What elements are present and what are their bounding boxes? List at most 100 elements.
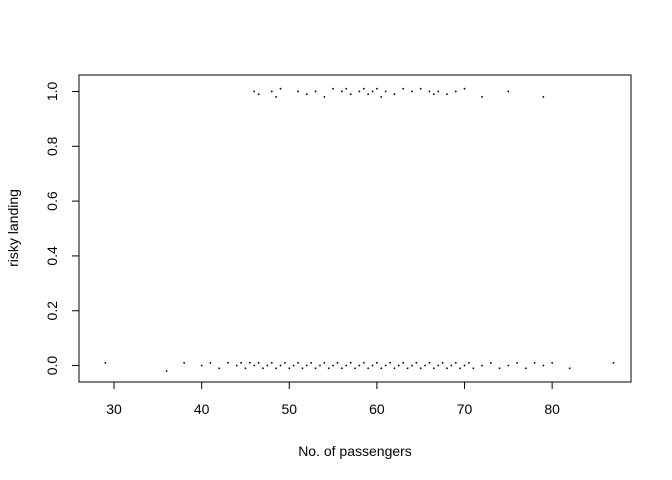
data-point bbox=[270, 90, 273, 93]
x-tick-label: 40 bbox=[194, 401, 210, 417]
data-point bbox=[266, 364, 269, 367]
data-point bbox=[516, 361, 518, 364]
data-point bbox=[257, 361, 260, 364]
x-axis: 30 40 50 60 70 80 bbox=[106, 381, 560, 417]
data-point bbox=[340, 90, 343, 93]
data-point bbox=[489, 361, 492, 364]
y-tick-label: 0.6 bbox=[44, 191, 60, 211]
data-point bbox=[327, 367, 330, 370]
data-point bbox=[446, 93, 448, 96]
data-point bbox=[428, 361, 431, 364]
data-point bbox=[305, 364, 308, 367]
data-point bbox=[183, 361, 186, 364]
data-point bbox=[367, 367, 370, 370]
data-point bbox=[498, 367, 501, 370]
data-point bbox=[393, 367, 396, 370]
data-point bbox=[240, 361, 242, 364]
data-point bbox=[332, 364, 334, 367]
data-point bbox=[275, 96, 278, 98]
data-point bbox=[323, 361, 326, 364]
data-point bbox=[428, 90, 431, 93]
data-point bbox=[292, 364, 295, 367]
data-point bbox=[235, 364, 238, 367]
data-point bbox=[279, 87, 282, 90]
data-point bbox=[419, 367, 422, 370]
data-point bbox=[305, 93, 308, 96]
data-point bbox=[468, 361, 470, 364]
data-point bbox=[472, 367, 475, 370]
data-points bbox=[104, 87, 615, 372]
y-axis: 0.0 0.2 0.4 0.6 0.8 1.0 bbox=[44, 82, 80, 376]
data-point bbox=[301, 367, 304, 370]
data-point bbox=[310, 361, 313, 364]
data-point bbox=[384, 90, 387, 93]
data-point bbox=[165, 370, 168, 372]
data-point bbox=[297, 90, 299, 93]
data-point bbox=[432, 367, 435, 370]
data-point bbox=[314, 90, 317, 93]
data-point bbox=[450, 364, 453, 367]
data-point bbox=[227, 361, 229, 364]
x-axis-label: No. of passengers bbox=[298, 443, 412, 459]
x-tick-label: 60 bbox=[369, 401, 385, 417]
y-tick-label: 0.8 bbox=[44, 136, 60, 156]
data-point bbox=[297, 361, 299, 364]
data-point bbox=[463, 87, 466, 90]
data-point bbox=[345, 87, 348, 90]
data-point bbox=[437, 90, 440, 93]
data-point bbox=[270, 361, 273, 364]
x-tick-label: 70 bbox=[457, 401, 473, 417]
data-point bbox=[380, 96, 383, 98]
y-tick-label: 0.2 bbox=[44, 301, 60, 321]
data-point bbox=[323, 96, 326, 98]
data-point bbox=[380, 367, 383, 370]
data-point bbox=[568, 367, 571, 370]
data-point bbox=[200, 364, 203, 367]
data-point bbox=[371, 90, 374, 93]
data-point bbox=[358, 90, 361, 93]
data-point bbox=[253, 364, 256, 367]
data-point bbox=[524, 367, 527, 370]
data-point bbox=[362, 361, 365, 364]
data-point bbox=[432, 93, 435, 96]
data-point bbox=[371, 364, 374, 367]
data-point bbox=[332, 87, 334, 90]
data-point bbox=[284, 361, 286, 364]
y-tick-label: 0.0 bbox=[44, 356, 60, 376]
data-point bbox=[542, 96, 545, 98]
data-point bbox=[463, 364, 466, 367]
data-point bbox=[441, 361, 444, 364]
data-point bbox=[367, 93, 370, 96]
data-point bbox=[551, 361, 554, 364]
data-point bbox=[507, 364, 510, 367]
x-tick-label: 80 bbox=[544, 401, 560, 417]
data-point bbox=[533, 361, 536, 364]
data-point bbox=[358, 364, 361, 367]
data-point bbox=[349, 93, 352, 96]
data-point bbox=[411, 90, 413, 93]
data-point bbox=[402, 87, 405, 90]
data-point bbox=[411, 364, 413, 367]
data-point bbox=[288, 367, 291, 370]
data-point bbox=[459, 367, 462, 370]
data-point bbox=[454, 361, 457, 364]
data-point bbox=[446, 367, 448, 370]
data-point bbox=[340, 367, 343, 370]
data-point bbox=[345, 364, 348, 367]
y-tick-label: 1.0 bbox=[44, 82, 60, 102]
data-point bbox=[244, 367, 247, 370]
data-point bbox=[319, 364, 321, 367]
data-point bbox=[349, 361, 352, 364]
data-point bbox=[257, 93, 260, 96]
data-point bbox=[389, 361, 391, 364]
data-point bbox=[279, 364, 282, 367]
data-point bbox=[393, 93, 396, 96]
data-point bbox=[336, 361, 339, 364]
data-point bbox=[612, 361, 615, 364]
data-point bbox=[209, 361, 212, 364]
data-point bbox=[104, 361, 107, 364]
data-point bbox=[415, 361, 418, 364]
x-tick-label: 50 bbox=[281, 401, 297, 417]
data-point bbox=[481, 364, 483, 367]
